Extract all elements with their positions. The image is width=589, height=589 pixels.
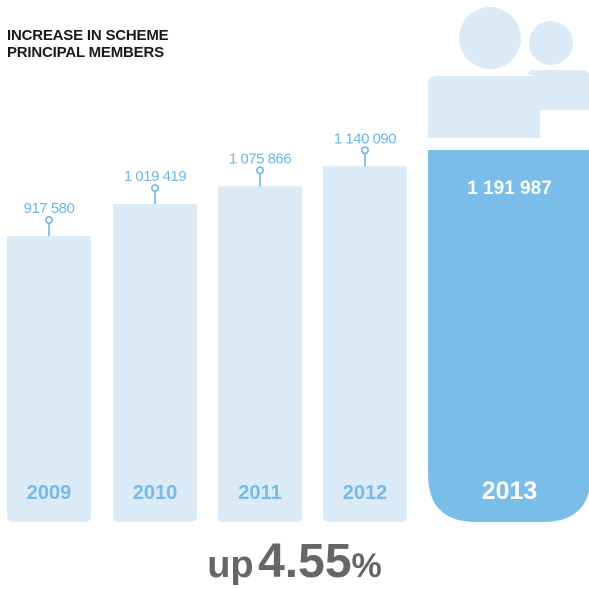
value-label-2013: 1 191 987: [467, 178, 552, 199]
bar-marker-2011: [255, 166, 264, 175]
growth-prefix: up: [207, 544, 254, 586]
category-label-2011: 2011: [238, 482, 281, 504]
category-label-2012: 2012: [343, 482, 388, 504]
chart-title: INCREASE IN SCHEME PRINCIPAL MEMBERS: [7, 27, 169, 61]
value-label-2010: 1 019 419: [124, 168, 186, 185]
growth-unit: %: [351, 547, 382, 585]
category-label-2010: 2010: [133, 482, 178, 504]
people-icon-large-head: [459, 7, 521, 69]
category-label-2009: 2009: [27, 482, 72, 504]
value-label-2009: 917 580: [24, 200, 75, 217]
value-label-2011: 1 075 866: [229, 150, 291, 167]
people-icon-large-body: [428, 76, 540, 138]
bar-2010: [113, 204, 197, 522]
bar-marker-2009: [44, 216, 53, 225]
bar-2012: [323, 166, 407, 522]
people-icon: [428, 7, 589, 138]
title-line-1: INCREASE IN SCHEME: [7, 27, 169, 44]
bar-2011: [218, 186, 302, 522]
people-icon-small-head: [529, 21, 573, 65]
growth-value: 4.55: [258, 535, 352, 588]
people-icon-small-body: [528, 70, 589, 110]
bar-marker-2010: [151, 184, 160, 193]
category-label-2013: 2013: [482, 477, 538, 505]
bar-2013: [428, 150, 589, 522]
bar-marker-2012: [360, 146, 369, 155]
value-label-2012: 1 140 090: [334, 130, 396, 147]
growth-annotation: up 4.55%: [0, 538, 589, 586]
bar-2009: [7, 236, 91, 522]
title-line-2: PRINCIPAL MEMBERS: [7, 44, 164, 61]
